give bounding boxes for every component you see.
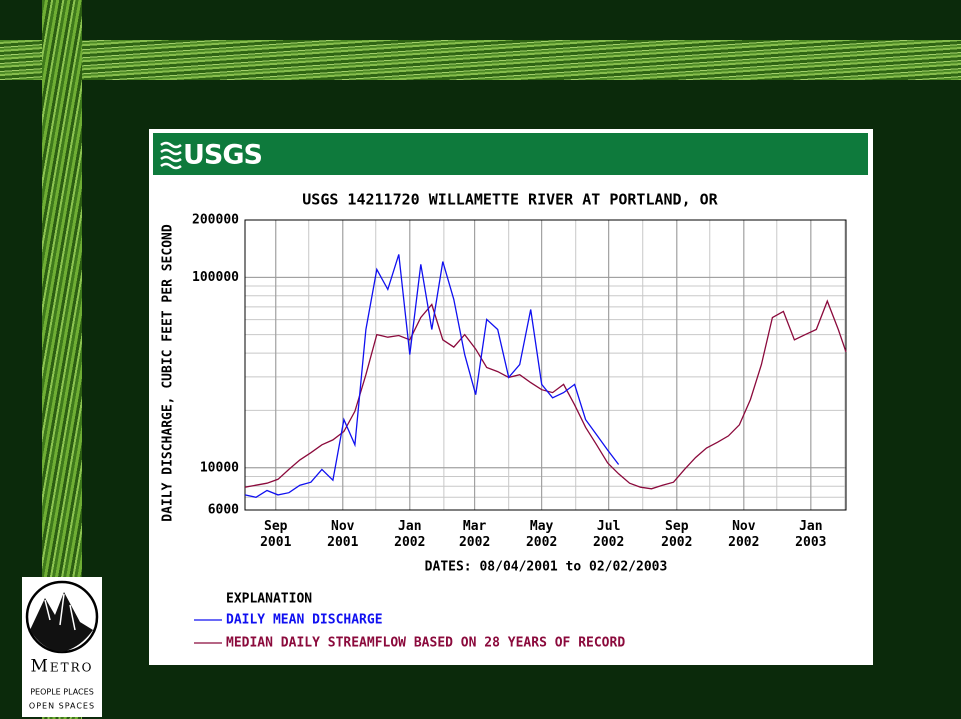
x-tick-label: Jan 2003 bbox=[786, 519, 836, 551]
x-tick-label: Mar 2002 bbox=[450, 519, 500, 551]
metro-mark bbox=[27, 582, 97, 652]
page: {"header": {"agency": "USGS"}, "logo": {… bbox=[0, 0, 961, 719]
x-tick-label: Nov 2002 bbox=[719, 519, 769, 551]
logo-tagline: OPEN SPACES bbox=[29, 702, 95, 711]
legend-title: EXPLANATION bbox=[226, 592, 312, 607]
usgs-logo-text: USGS bbox=[183, 140, 262, 171]
legend-label: MEDIAN DAILY STREAMFLOW BASED ON 28 YEAR… bbox=[226, 636, 625, 651]
y-tick-label: 200000 bbox=[192, 213, 239, 228]
chart-title: USGS 14211720 WILLAMETTE RIVER AT PORTLA… bbox=[302, 191, 718, 209]
x-tick-label: Sep 2001 bbox=[251, 519, 301, 551]
chart: USGS USGS 14211720 WILLAMETTE RIVER AT P… bbox=[0, 0, 961, 719]
logo-name: Metro bbox=[30, 657, 93, 677]
y-tick-label: 10000 bbox=[200, 460, 239, 475]
y-tick-label: 6000 bbox=[208, 503, 239, 518]
x-tick-label: Jan 2002 bbox=[385, 519, 435, 551]
y-axis-label: DAILY DISCHARGE, CUBIC FEET PER SECOND bbox=[161, 224, 176, 522]
x-tick-label: Sep 2002 bbox=[652, 519, 702, 551]
legend-label: DAILY MEAN DISCHARGE bbox=[226, 613, 383, 628]
x-tick-label: May 2002 bbox=[517, 519, 567, 551]
x-axis-label: DATES: 08/04/2001 to 02/02/2003 bbox=[425, 560, 668, 575]
x-tick-label: Jul 2002 bbox=[584, 519, 634, 551]
x-tick-label: Nov 2001 bbox=[318, 519, 368, 551]
y-tick-label: 100000 bbox=[192, 270, 239, 285]
logo-tagline: PEOPLE PLACES bbox=[30, 688, 94, 697]
